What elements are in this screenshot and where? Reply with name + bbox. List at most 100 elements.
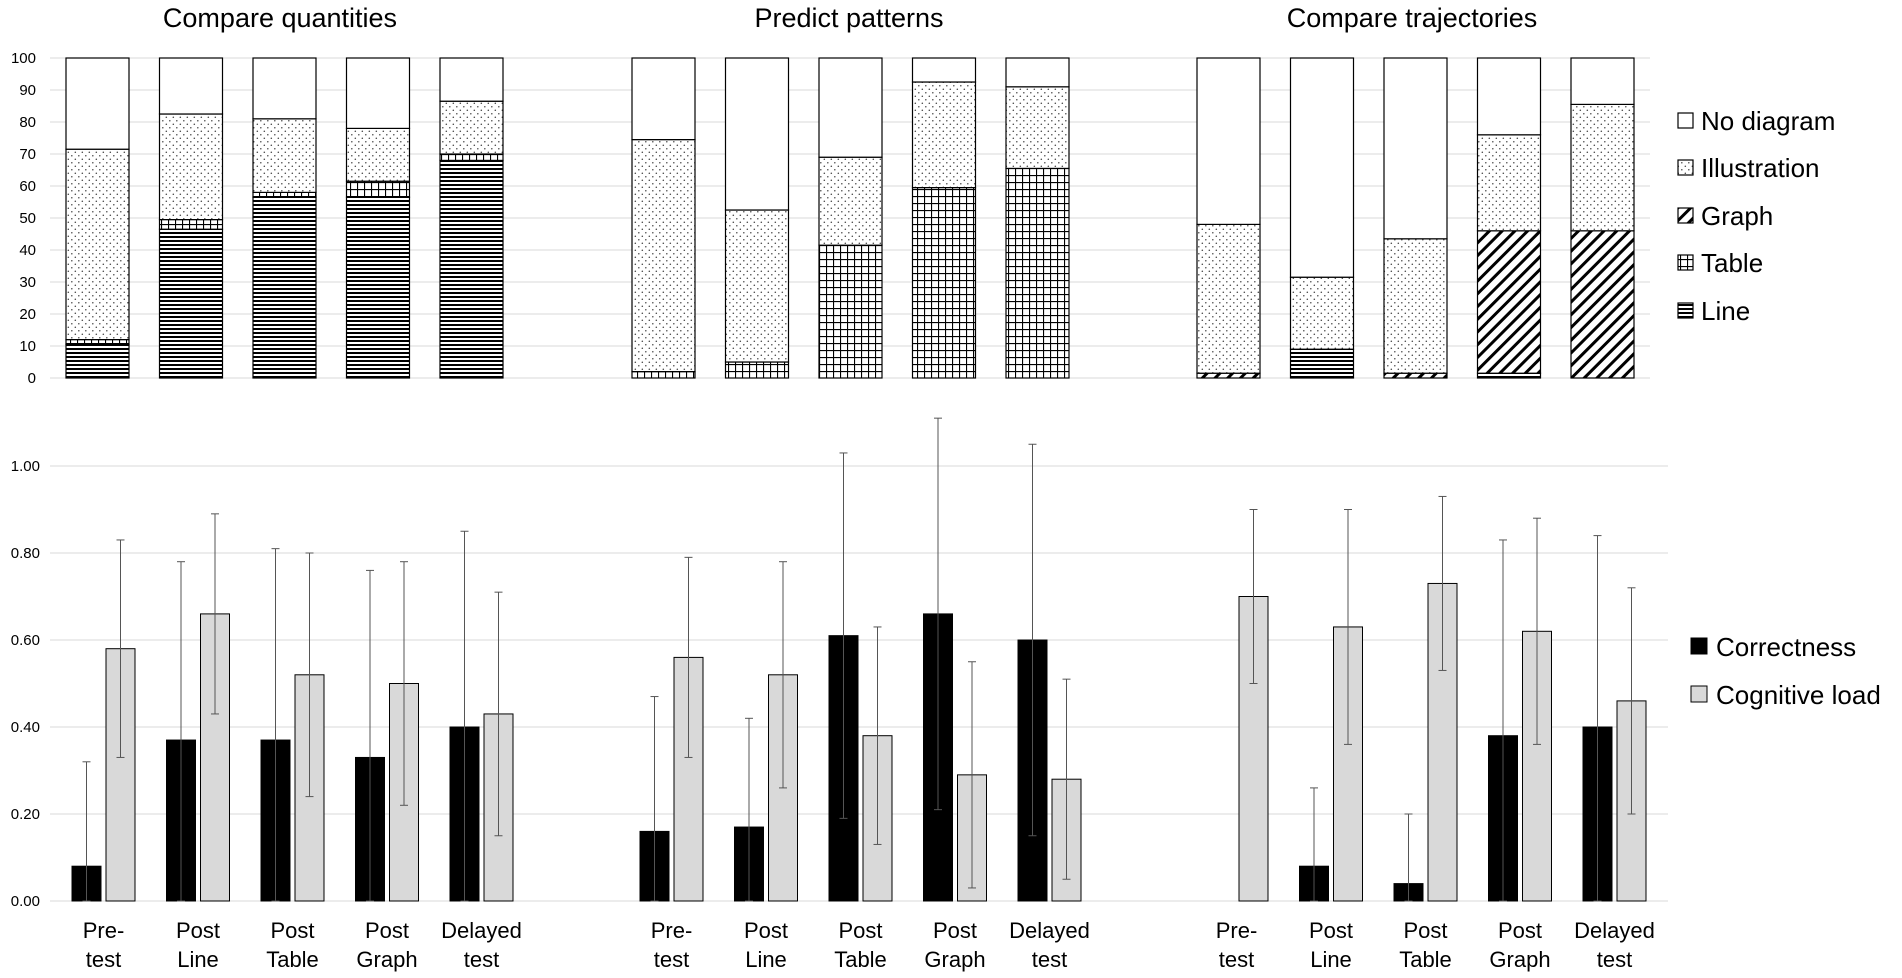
legend-swatch-line [1677, 302, 1694, 319]
stacked-segment-predict-patterns-post-line-no-diagram [724, 57, 790, 211]
bottom-chart-gridlines [50, 465, 1668, 902]
top-legend: No diagram Illustration Graph Table Line [1677, 106, 1835, 326]
bottom-y-tick-label: 0.80 [11, 545, 40, 562]
x-label-predict-patterns-post-graph: Post Graph [924, 918, 985, 972]
legend-swatch-table [1677, 254, 1694, 271]
x-label-line: Delayed [1574, 918, 1655, 943]
x-label-line: Graph [924, 947, 985, 972]
x-label-line: Table [1399, 947, 1452, 972]
stacked-segment-compare-quantities-pre-test-line [65, 343, 130, 379]
bottom-chart-x-labels: Pre-test Post Line Post Table Post Graph Delaye… [83, 918, 1655, 972]
stacked-segment-predict-patterns-post-table-no-diagram [818, 57, 883, 158]
stacked-segment-compare-trajectories-delayed-test-graph [1570, 230, 1635, 379]
stacked-segment-compare-quantities-pre-test-illustration [65, 148, 130, 341]
stacked-segment-predict-patterns-post-graph-no-diagram [911, 57, 977, 83]
bottom-y-tick-label: 1.00 [11, 458, 40, 475]
top-y-tick-label: 40 [19, 242, 36, 259]
stacked-segment-compare-trajectories-post-graph-illustration [1476, 134, 1542, 232]
legend-label-correctness: Correctness [1716, 632, 1856, 662]
stacked-segment-compare-trajectories-post-line-line [1289, 348, 1355, 379]
stacked-segment-compare-quantities-delayed-test-table [439, 153, 504, 162]
panel-title-compare-quantities: Compare quantities [163, 3, 397, 33]
x-label-line: Pre- [83, 918, 125, 943]
stacked-segment-predict-patterns-post-line-table [724, 361, 790, 379]
x-label-line: test [86, 947, 121, 972]
x-label-line: Line [745, 947, 787, 972]
x-label-line: test [1597, 947, 1632, 972]
x-label-predict-patterns-pre-test: Pre-test [651, 918, 693, 972]
top-y-tick-label: 20 [19, 306, 36, 323]
x-label-line: Graph [356, 947, 417, 972]
legend-label-cognitive-load: Cognitive load [1716, 680, 1881, 710]
x-label-compare-trajectories-post-graph: Post Graph [1489, 918, 1550, 972]
x-label-compare-quantities-pre-test: Pre-test [83, 918, 125, 972]
stacked-segment-compare-quantities-post-table-no-diagram [252, 57, 317, 120]
stacked-segment-compare-quantities-post-line-illustration [158, 113, 224, 221]
stacked-segment-compare-trajectories-post-graph-graph [1476, 230, 1542, 374]
stacked-segment-compare-quantities-post-line-table [158, 219, 224, 230]
x-label-line: test [464, 947, 499, 972]
legend-swatch-no-diagram [1677, 112, 1694, 129]
x-label-compare-trajectories-post-table: Post Table [1399, 918, 1452, 972]
x-label-line: Post [744, 918, 788, 943]
x-label-line: test [654, 947, 689, 972]
stacked-segment-predict-patterns-post-table-table [818, 244, 883, 379]
top-y-tick-label: 50 [19, 210, 36, 227]
top-y-tick-label: 90 [19, 82, 36, 99]
stacked-segment-compare-trajectories-post-graph-no-diagram [1476, 57, 1542, 136]
stacked-segment-predict-patterns-post-graph-table [911, 187, 977, 379]
stacked-segment-compare-quantities-post-line-line [158, 228, 224, 379]
stacked-segment-predict-patterns-delayed-test-table [1005, 167, 1070, 379]
bottom-chart-y-axis: 0.00 0.20 0.40 0.60 0.80 1.00 [11, 458, 40, 910]
x-label-line: Post [933, 918, 977, 943]
x-label-line: Post [270, 918, 314, 943]
stacked-segment-predict-patterns-post-line-illustration [724, 209, 790, 363]
top-chart-bars [65, 57, 1635, 379]
x-label-line: Post [176, 918, 220, 943]
legend-swatch-illustration [1677, 159, 1694, 176]
stacked-segment-compare-quantities-post-graph-table [345, 180, 411, 198]
bottom-legend: Correctness Cognitive load [1690, 632, 1881, 710]
stacked-segment-compare-quantities-delayed-test-line [439, 159, 504, 379]
stacked-segment-compare-trajectories-post-line-no-diagram [1289, 57, 1355, 278]
stacked-segment-compare-quantities-pre-test-no-diagram [65, 57, 130, 150]
stacked-segment-compare-trajectories-pre-test-graph [1196, 372, 1261, 379]
stacked-segment-compare-trajectories-pre-test-no-diagram [1196, 57, 1261, 225]
x-label-compare-trajectories-delayed-test: Delayed test [1574, 918, 1655, 972]
stacked-segment-compare-quantities-post-line-no-diagram [158, 57, 224, 115]
stacked-segment-predict-patterns-post-table-illustration [818, 156, 883, 246]
x-label-line: Delayed [1009, 918, 1090, 943]
top-y-tick-label: 60 [19, 178, 36, 195]
x-label-line: Table [266, 947, 319, 972]
x-label-compare-trajectories-post-line: Post Line [1309, 918, 1353, 972]
panel-title-compare-trajectories: Compare trajectories [1287, 3, 1538, 33]
stacked-segment-predict-patterns-post-graph-illustration [911, 81, 977, 189]
legend-label-illustration: Illustration [1701, 153, 1820, 183]
stacked-segment-compare-trajectories-post-table-graph [1383, 372, 1448, 379]
bottom-y-tick-label: 0.20 [11, 806, 40, 823]
stacked-segment-compare-trajectories-delayed-test-no-diagram [1570, 57, 1635, 106]
x-label-line: Table [834, 947, 887, 972]
stacked-segment-predict-patterns-pre-test-no-diagram [631, 57, 696, 141]
x-label-line: Delayed [441, 918, 522, 943]
stacked-segment-compare-trajectories-delayed-test-illustration [1570, 103, 1635, 232]
stacked-segment-compare-trajectories-post-line-illustration [1289, 276, 1355, 350]
stacked-segment-compare-trajectories-post-table-no-diagram [1383, 57, 1448, 240]
x-label-line: Line [1310, 947, 1352, 972]
stacked-segment-compare-quantities-pre-test-table [65, 339, 130, 346]
panel-title-predict-patterns: Predict patterns [754, 3, 943, 33]
stacked-segment-predict-patterns-pre-test-table [631, 371, 696, 379]
bottom-chart-bars [71, 417, 1647, 902]
x-label-compare-trajectories-pre-test: Pre-test [1216, 918, 1258, 972]
x-label-line: Line [177, 947, 219, 972]
x-label-line: test [1032, 947, 1067, 972]
stacked-segment-compare-quantities-post-graph-line [345, 196, 411, 379]
top-y-tick-label: 0 [28, 370, 36, 387]
legend-label-graph: Graph [1701, 201, 1773, 231]
stacked-segment-predict-patterns-pre-test-illustration [631, 139, 696, 373]
x-label-compare-quantities-post-line: Post Line [176, 918, 220, 972]
x-label-line: test [1219, 947, 1254, 972]
stacked-segment-compare-quantities-post-graph-no-diagram [345, 57, 411, 130]
stacked-segment-compare-quantities-post-table-illustration [252, 118, 317, 194]
stacked-segment-compare-quantities-delayed-test-no-diagram [439, 57, 504, 102]
